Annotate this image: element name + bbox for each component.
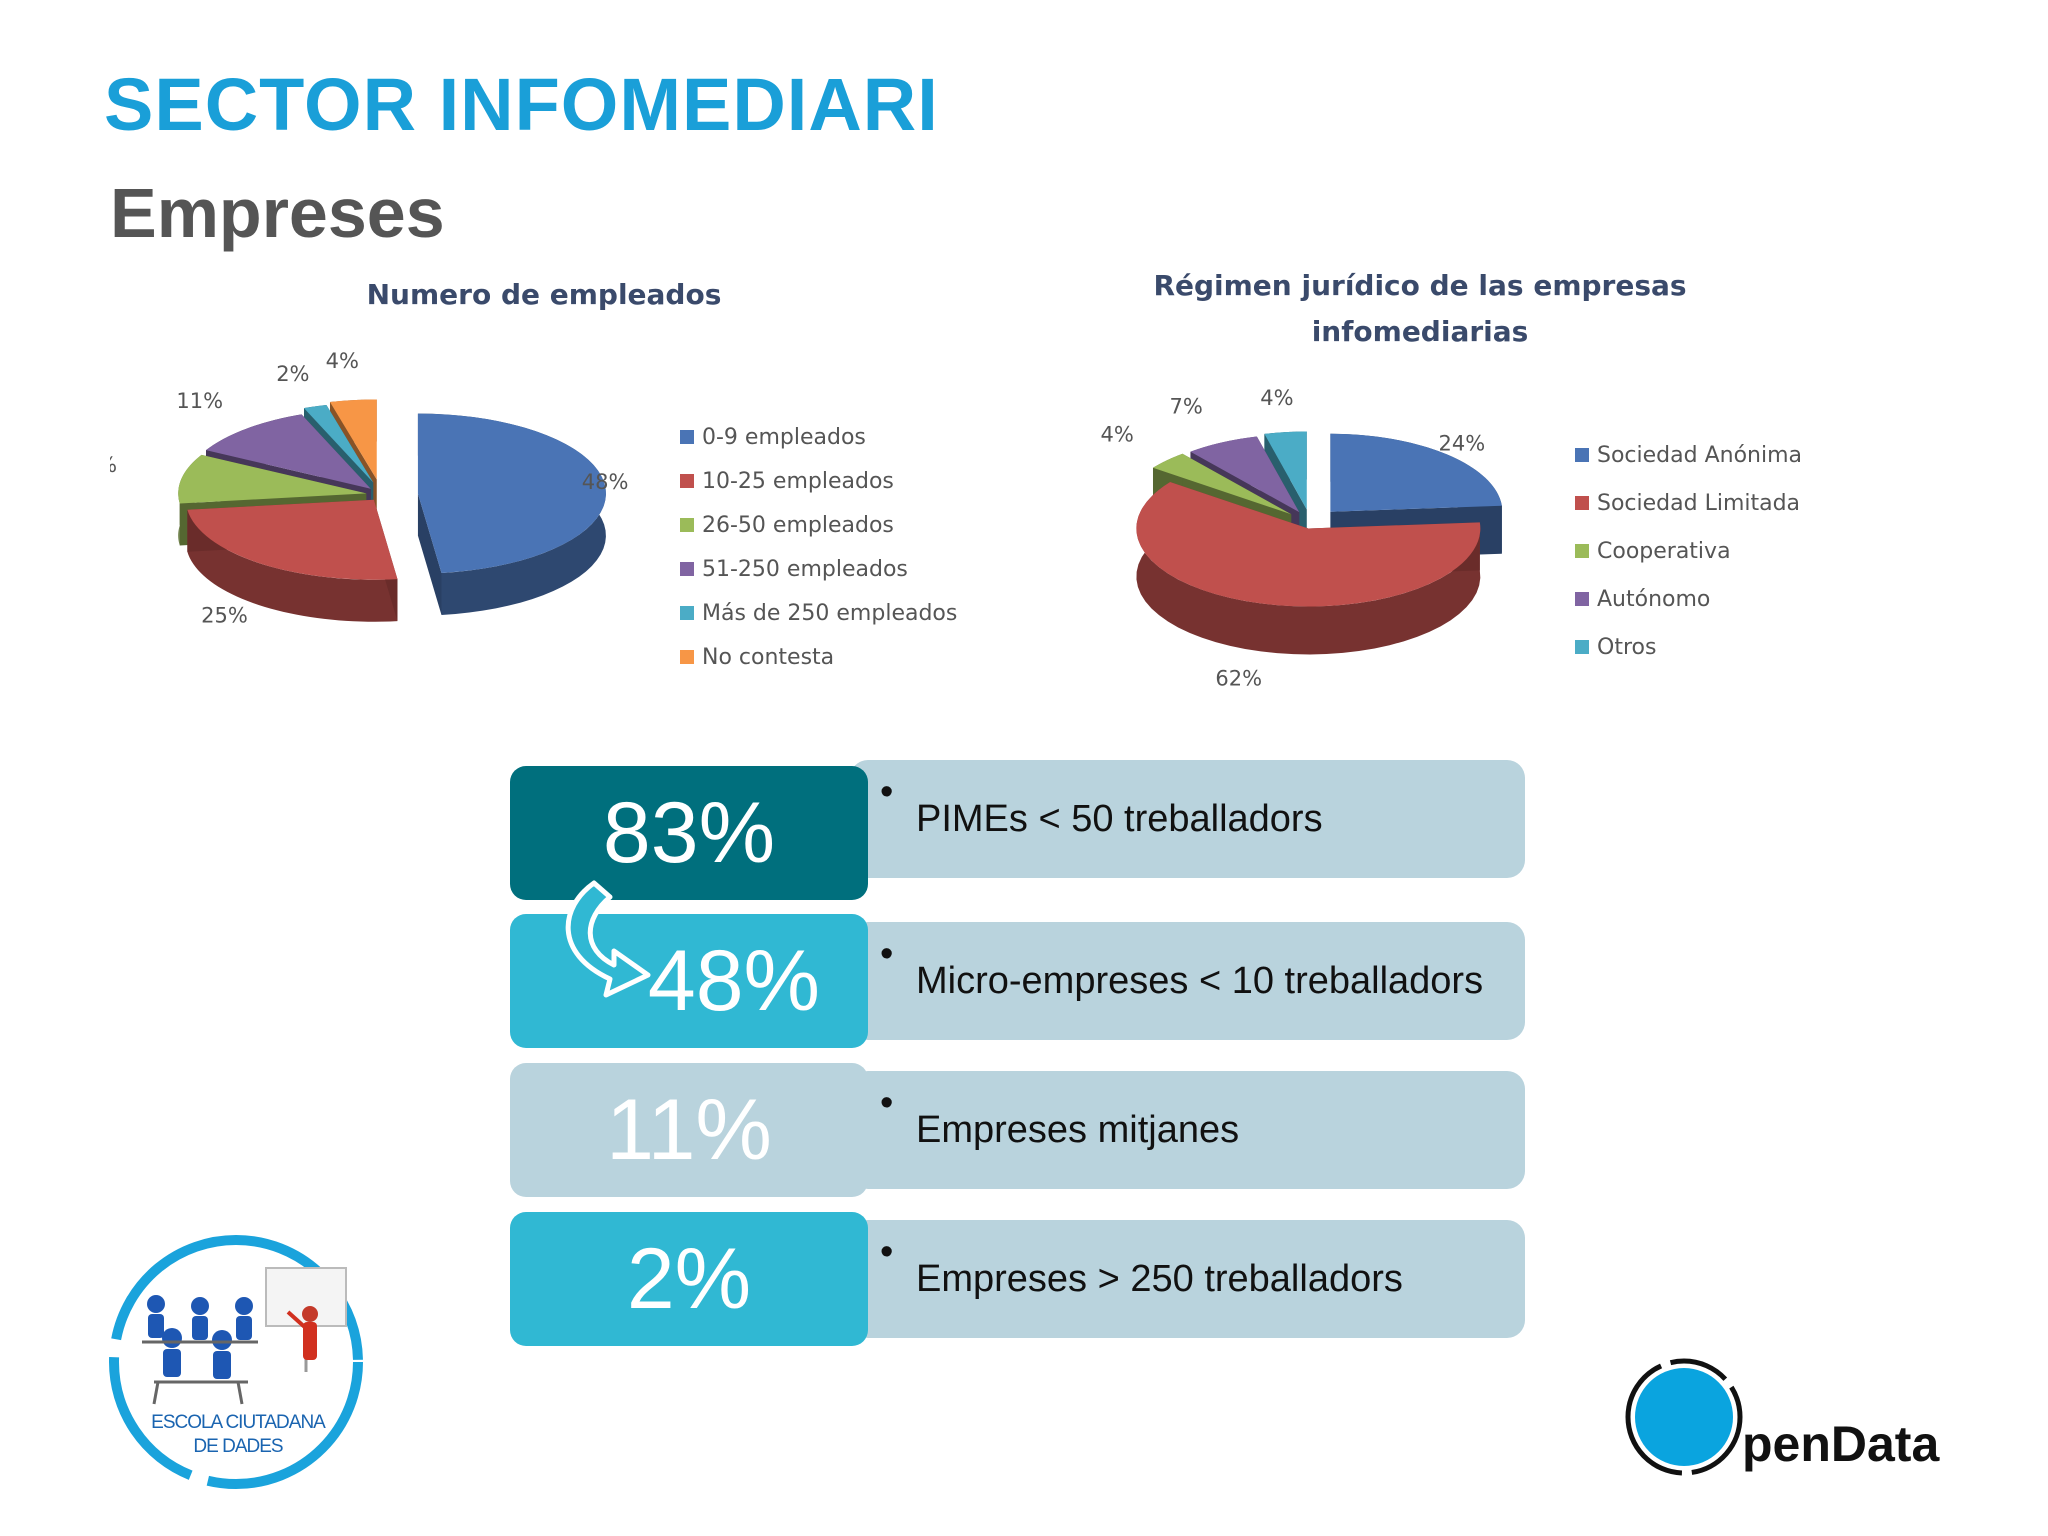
stat-row-pimes: • PIMEs < 50 treballadors 83% bbox=[510, 760, 1525, 900]
stat-bar bbox=[850, 922, 1525, 1040]
stat-text: Empreses > 250 treballadors bbox=[916, 1258, 1403, 1300]
legend-swatch-5 bbox=[680, 606, 694, 620]
stat-value-box: 2% bbox=[510, 1212, 868, 1346]
school-logo-line2: DE DADES bbox=[193, 1436, 282, 1457]
bullet: • bbox=[880, 1082, 894, 1124]
legend-swatch-3 bbox=[680, 518, 694, 532]
pie-label-5: 4% bbox=[1260, 386, 1293, 410]
pie-label-4: 7% bbox=[1170, 395, 1203, 419]
legend-item-1: 0-9 empleados bbox=[702, 425, 866, 450]
pie-label-4: 11% bbox=[176, 389, 223, 413]
slide-subtitle: Empreses bbox=[110, 174, 445, 252]
bullet: • bbox=[880, 933, 894, 975]
legend-swatch-5 bbox=[1575, 640, 1589, 654]
curved-arrow-icon bbox=[565, 880, 651, 998]
legend-item-1: Sociedad Anónima bbox=[1597, 443, 1802, 468]
stat-bar bbox=[850, 1220, 1525, 1338]
legend-item-5: Otros bbox=[1597, 635, 1656, 660]
legend-swatch-1 bbox=[680, 430, 694, 444]
stat-row-micro: • Micro-empreses < 10 treballadors 48% bbox=[510, 914, 1525, 1058]
stat-row-large: • Empreses > 250 treballadors 2% bbox=[510, 1212, 1525, 1356]
stat-bar bbox=[850, 760, 1525, 878]
stat-value-box: 83% bbox=[510, 766, 868, 900]
escola-ciutadana-logo: ESCOLA CIUTADANA DE DADES bbox=[109, 1235, 363, 1489]
legend-swatch-4 bbox=[680, 562, 694, 576]
legend-item-6: No contesta bbox=[702, 645, 834, 670]
legend-item-3: Cooperativa bbox=[1597, 539, 1731, 564]
stat-bar bbox=[850, 1071, 1525, 1189]
pie-slice-1 bbox=[417, 413, 606, 615]
stat-description: • PIMEs < 50 treballadors bbox=[880, 770, 1500, 868]
stat-text: PIMEs < 50 treballadors bbox=[916, 798, 1323, 840]
stat-description: • Empreses mitjanes bbox=[880, 1081, 1500, 1179]
legend-item-4: 51-250 empleados bbox=[702, 557, 908, 582]
legend-swatch-3 bbox=[1575, 544, 1589, 558]
stat-text: Empreses mitjanes bbox=[916, 1109, 1240, 1151]
pie-label-1: 48% bbox=[582, 470, 629, 494]
opendata-logo-text: penData bbox=[1742, 1416, 1940, 1472]
pie-label-2: 25% bbox=[201, 603, 248, 627]
pie-label-2: 62% bbox=[1215, 666, 1262, 690]
stat-value-box: 11% bbox=[510, 1063, 868, 1197]
legal-chart-title-line2: infomediarias bbox=[1312, 315, 1529, 348]
legal-chart-title-line1: Régimen jurídico de las empresas bbox=[1153, 269, 1686, 302]
legal-form-pie-chart: Régimen jurídico de las empresas infomed… bbox=[1100, 269, 1802, 690]
pie-label-3: 10% bbox=[110, 453, 117, 477]
legend-swatch-6 bbox=[680, 650, 694, 664]
legend-swatch-2 bbox=[680, 474, 694, 488]
slide-title: SECTOR INFOMEDIARI bbox=[104, 63, 939, 146]
school-logo-line1: ESCOLA CIUTADANA bbox=[151, 1412, 326, 1433]
pie-label-6: 4% bbox=[326, 349, 359, 373]
legend-item-2: 10-25 empleados bbox=[702, 469, 894, 494]
legend-swatch-1 bbox=[1575, 448, 1589, 462]
employees-chart-title: Numero de empleados bbox=[367, 278, 722, 311]
stat-description: • Micro-empreses < 10 treballadors bbox=[880, 932, 1500, 1030]
employees-pie-chart: Numero de empleados 4% 2% 11% 10% 48% 25% 0-9… bbox=[110, 278, 957, 670]
legend-item-4: Autónomo bbox=[1597, 587, 1710, 612]
opendata-logo: penData bbox=[1625, 1358, 1940, 1476]
legend-swatch-2 bbox=[1575, 496, 1589, 510]
legend-item-5: Más de 250 empleados bbox=[702, 601, 957, 626]
pie-label-5: 2% bbox=[276, 362, 309, 386]
stat-text: Micro-empreses < 10 treballadors bbox=[916, 960, 1484, 1002]
stat-description: • Empreses > 250 treballadors bbox=[880, 1230, 1500, 1328]
pie-slice-2 bbox=[1136, 482, 1481, 655]
pie-label-1: 24% bbox=[1439, 432, 1486, 456]
legend-item-2: Sociedad Limitada bbox=[1597, 491, 1800, 516]
legend-swatch-4 bbox=[1575, 592, 1589, 606]
pie-slice-2 bbox=[187, 499, 398, 622]
pie-label-3: 4% bbox=[1100, 423, 1133, 447]
stat-row-mitjanes: • Empreses mitjanes 11% bbox=[510, 1063, 1525, 1207]
bullet: • bbox=[880, 771, 894, 813]
legend-item-3: 26-50 empleados bbox=[702, 513, 894, 538]
bullet: • bbox=[880, 1231, 894, 1273]
